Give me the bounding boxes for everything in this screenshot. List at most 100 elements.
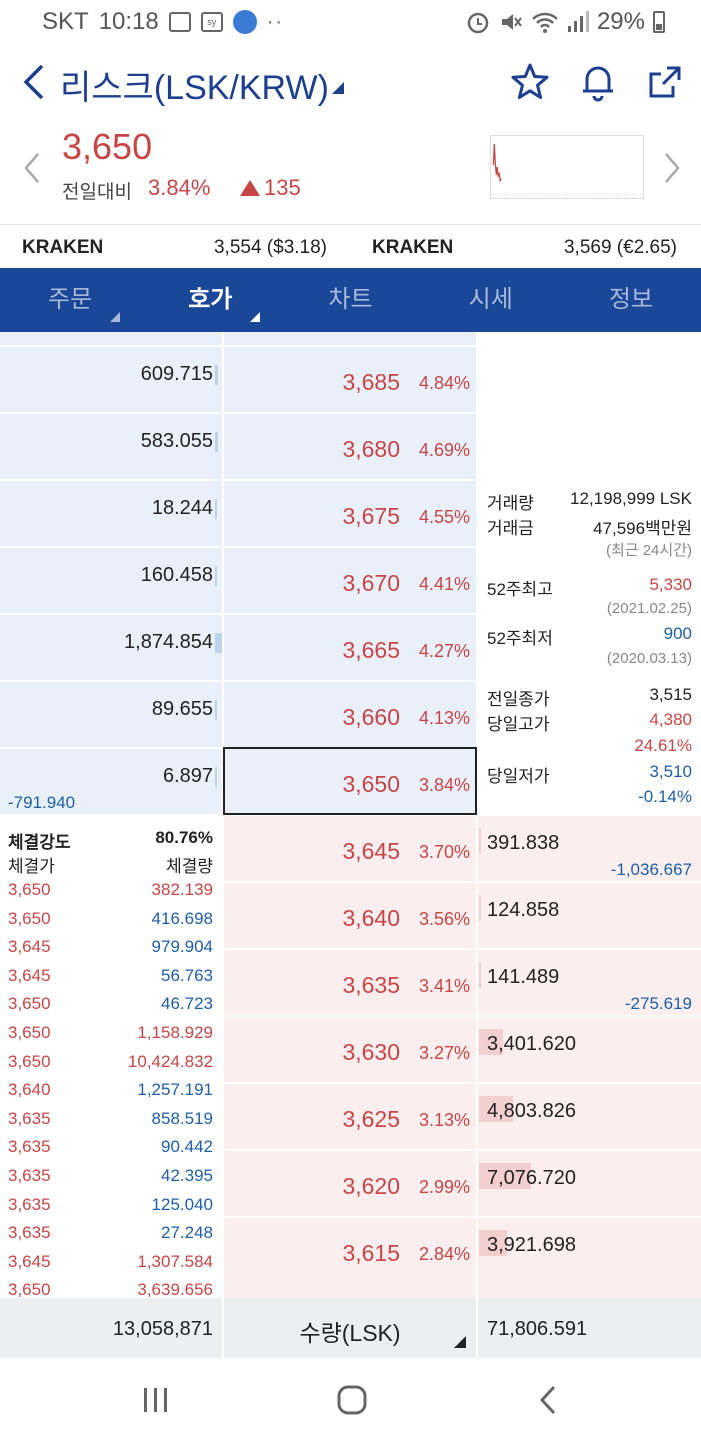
battery-icon — [653, 11, 665, 33]
unit-selector[interactable]: 수량(LSK) — [299, 1320, 401, 1346]
mute-icon — [501, 14, 522, 30]
battery-percent: 29% — [596, 8, 645, 35]
android-nav-bar — [0, 1358, 701, 1440]
trade-price: 3,635 — [8, 1166, 51, 1185]
next-coin-arrow-icon[interactable] — [660, 150, 684, 186]
bid-price-row[interactable]: 3,625 3.13% — [224, 1084, 476, 1150]
bid-rate: 2.84% — [418, 1244, 470, 1264]
low52-date: (2020.03.13) — [606, 650, 692, 667]
bid-qty-bar — [479, 1096, 513, 1122]
tab-chart[interactable]: 차트 — [328, 286, 373, 313]
trade-price: 3,650 — [8, 880, 51, 899]
bid-qty-bar — [479, 828, 481, 854]
bid-price-row[interactable]: 3,620 2.99% — [224, 1151, 476, 1217]
ask-price: 3,685 — [342, 369, 400, 395]
app-round-icon — [232, 10, 257, 34]
day-high-label: 당일고가 — [487, 715, 550, 734]
trade-qty: 979.904 — [151, 937, 213, 957]
volume-label: 거래량 — [487, 494, 534, 513]
carrier-label: SKT — [42, 8, 89, 35]
recent-apps-icon[interactable] — [136, 1382, 176, 1418]
share-icon[interactable] — [643, 60, 687, 104]
trade-qty: 90.442 — [161, 1137, 213, 1157]
high52-label: 52주최고 — [487, 580, 553, 599]
bid-qty-bar — [479, 962, 481, 988]
ask-price: 3,670 — [342, 570, 400, 596]
ask-price: 3,675 — [342, 503, 400, 529]
unit-dropdown-icon[interactable] — [454, 1336, 466, 1348]
trade-price: 3,635 — [8, 1137, 51, 1157]
ask-rate: 4.13% — [418, 708, 470, 728]
ask-total-qty: 13,058,871 — [112, 1318, 213, 1340]
back-arrow-icon[interactable] — [18, 62, 48, 102]
wifi-icon — [532, 12, 558, 33]
bid-price-row[interactable]: 3,615 2.84% — [224, 1218, 476, 1284]
ask-rate: 4.27% — [418, 641, 470, 661]
current-price: 3,650 — [62, 126, 153, 167]
notification-bell-icon[interactable] — [576, 60, 620, 104]
prev-coin-arrow-icon[interactable] — [20, 150, 44, 186]
tab-caret-icon — [110, 312, 121, 322]
trade-price: 3,635 — [8, 1223, 51, 1243]
ask-price-row[interactable]: 3,650 3.84% — [224, 749, 476, 815]
trade-price: 3,650 — [8, 908, 51, 928]
ask-price-row[interactable]: 3,675 4.55% — [224, 481, 476, 547]
ask-price-row[interactable]: 3,670 4.41% — [224, 548, 476, 614]
low52-label: 52주최저 — [487, 629, 553, 648]
exchange-name: KRAKEN — [372, 237, 454, 258]
ask-price: 3,665 — [342, 637, 400, 663]
tab-caret-icon — [250, 312, 261, 322]
ask-price-row[interactable]: 3,680 4.69% — [224, 414, 476, 480]
ask-qty-bar — [215, 365, 218, 385]
bid-qty: 4,803.826 — [487, 1100, 576, 1122]
mini-price-chart[interactable] — [490, 135, 644, 199]
day-high-rate: 24.61% — [634, 736, 692, 755]
trade-price: 3,635 — [8, 1194, 51, 1214]
home-icon[interactable] — [332, 1382, 372, 1418]
favorite-star-icon[interactable] — [508, 60, 552, 104]
day-low-label: 당일저가 — [487, 767, 550, 786]
ask-qty: 609.715 — [140, 363, 213, 385]
ask-price-row[interactable]: 3,685 4.84% — [224, 347, 476, 413]
bid-price-row[interactable]: 3,645 3.70% — [224, 816, 476, 882]
order-book[interactable]: 609.715 3,685 4.84% 583.055 3,680 4.69% 18.244… — [0, 332, 701, 1298]
back-icon[interactable] — [528, 1382, 568, 1418]
ask-qty-bar — [215, 633, 222, 653]
title-dropdown-icon[interactable] — [332, 82, 344, 94]
bid-price: 3,645 — [342, 838, 400, 864]
trade-price: 3,640 — [8, 1080, 51, 1100]
ask-price-row[interactable]: 3,660 4.13% — [224, 682, 476, 748]
change-amount-value: 135 — [264, 175, 301, 200]
day-low-value: 3,510 — [649, 762, 692, 781]
bid-price-row[interactable]: 3,640 3.56% — [224, 883, 476, 949]
bid-price-row[interactable]: 3,635 3.41% — [224, 950, 476, 1016]
bid-price-row[interactable]: 3,630 3.27% — [224, 1017, 476, 1083]
ask-rate: 4.84% — [418, 373, 470, 393]
tab-info[interactable]: 정보 — [608, 286, 653, 313]
bid-price: 3,630 — [342, 1039, 400, 1065]
bid-qty: 124.858 — [487, 899, 560, 921]
tab-order[interactable]: 주문 — [0, 268, 140, 332]
ask-price-row[interactable]: 3,665 4.27% — [224, 615, 476, 681]
trade-strength-label: 체결강도 — [8, 833, 71, 852]
ask-qty-bar — [215, 432, 218, 452]
trade-price: 3,650 — [8, 1023, 51, 1042]
amount-value: 47,596백만원 — [593, 519, 692, 538]
trade-qty: 42.395 — [161, 1166, 213, 1185]
trade-qty: 27.248 — [161, 1223, 213, 1243]
ask-qty: 18.244 — [151, 497, 213, 519]
ask-qty: 583.055 — [140, 430, 213, 452]
bid-price: 3,640 — [342, 905, 400, 931]
high52-value: 5,330 — [649, 575, 692, 594]
bid-qty: 7,076.720 — [487, 1167, 576, 1189]
bid-qty-bar — [479, 1230, 507, 1256]
bid-qty: 141.489 — [487, 966, 560, 988]
page-title[interactable]: 리스크(LSK/KRW) — [60, 69, 329, 107]
trade-price: 3,635 — [8, 1108, 51, 1128]
trade-qty: 1,307.584 — [137, 1251, 213, 1271]
ask-rate: 4.41% — [418, 574, 470, 594]
tab-market[interactable]: 시세 — [468, 286, 513, 313]
ask-qty: 160.458 — [140, 564, 213, 586]
tab-orderbook[interactable]: 호가 — [140, 268, 280, 332]
volume-value: 12,198,999 LSK — [570, 489, 692, 508]
